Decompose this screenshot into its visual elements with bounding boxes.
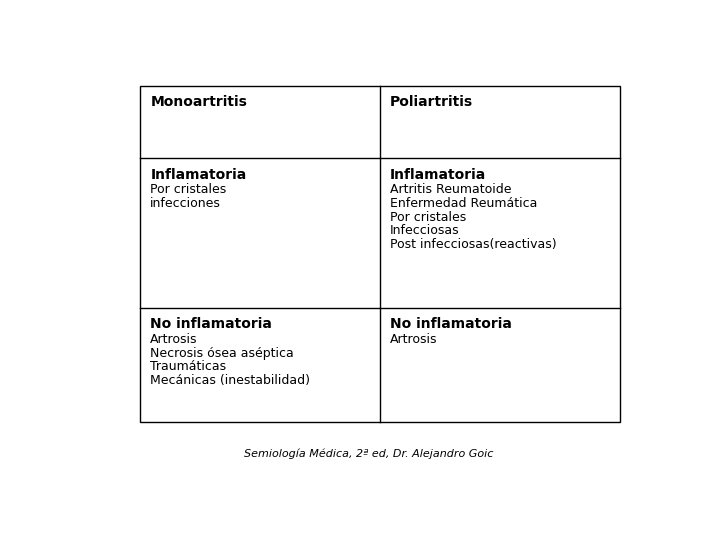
Text: No inflamatoria: No inflamatoria <box>390 317 512 331</box>
Text: Necrosis ósea aséptica: Necrosis ósea aséptica <box>150 347 294 360</box>
Text: Semiología Médica, 2ª ed, Dr. Alejandro Goic: Semiología Médica, 2ª ed, Dr. Alejandro … <box>244 448 494 459</box>
Text: Traumáticas: Traumáticas <box>150 360 226 374</box>
Text: Por cristales: Por cristales <box>390 211 467 224</box>
Text: Poliartritis: Poliartritis <box>390 94 473 109</box>
Bar <box>140 85 620 422</box>
Text: Enfermedad Reumática: Enfermedad Reumática <box>390 197 538 210</box>
Text: Post infecciosas(reactivas): Post infecciosas(reactivas) <box>390 238 557 251</box>
Text: Infecciosas: Infecciosas <box>390 225 460 238</box>
Text: Mecánicas (inestabilidad): Mecánicas (inestabilidad) <box>150 374 310 387</box>
Text: Inflamatoria: Inflamatoria <box>150 167 246 181</box>
Text: No inflamatoria: No inflamatoria <box>150 317 272 331</box>
Text: Monoartritis: Monoartritis <box>150 94 247 109</box>
Text: Artrosis: Artrosis <box>390 333 438 346</box>
Text: Inflamatoria: Inflamatoria <box>390 167 487 181</box>
Text: Artritis Reumatoide: Artritis Reumatoide <box>390 183 512 197</box>
Text: Artrosis: Artrosis <box>150 333 198 346</box>
Text: Por cristales: Por cristales <box>150 183 227 197</box>
Text: infecciones: infecciones <box>150 197 221 210</box>
